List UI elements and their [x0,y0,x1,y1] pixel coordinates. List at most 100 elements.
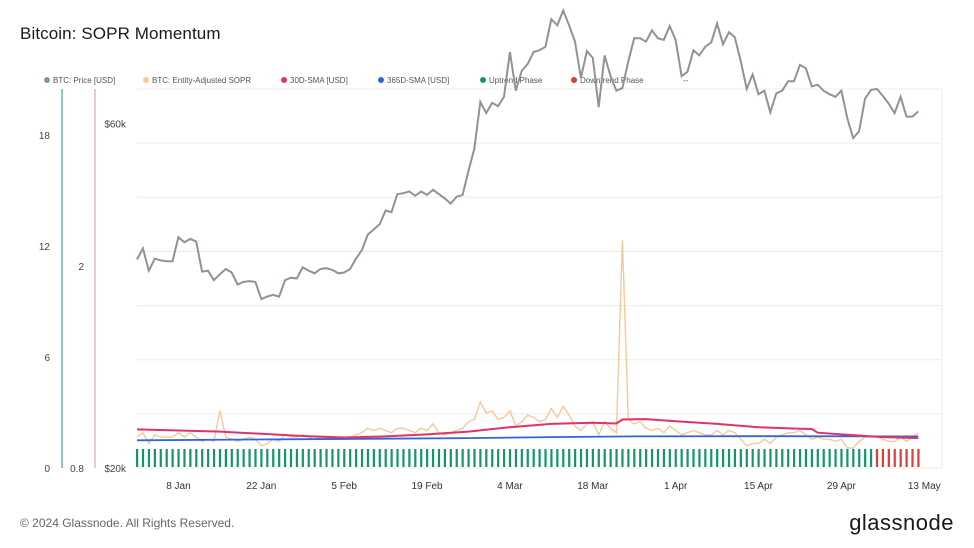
uptrend-bar [254,449,257,467]
downtrend-bar [905,449,908,467]
uptrend-bar [609,449,612,467]
legend-item-sopr[interactable]: BTC: Entity-Adjusted SOPR [143,76,251,85]
uptrend-bar [201,449,204,467]
glassnode-logo: glassnode [849,510,954,535]
legend-marker-downtrend [571,77,577,83]
uptrend-bar [597,449,600,467]
uptrend-bar [467,449,470,467]
legend-item-sma30[interactable]: 30D-SMA [USD] [281,76,348,85]
uptrend-bar [171,449,174,467]
uptrend-bar [248,449,251,467]
uptrend-bar [366,449,370,467]
chart-title: Bitcoin: SOPR Momentum [20,24,221,43]
left-axis-2-tick: 2 [78,262,84,273]
uptrend-bar [141,449,145,467]
left-axis-1-tick: 6 [44,353,50,364]
grid [137,88,943,469]
left-axis-1-tick: 12 [39,242,51,253]
legend-item-uptrend[interactable]: Uptrend Phase [480,76,543,85]
uptrend-bar [396,449,399,467]
uptrend-bar [426,449,429,467]
uptrend-bar [266,449,269,467]
uptrend-bar [739,449,742,467]
legend-marker-sma30 [281,77,287,83]
legend-label-uptrend: Uptrend Phase [489,76,543,85]
uptrend-bar [147,449,151,467]
legend-marker-sma365 [378,77,384,83]
x-axis-tick-label: 22 Jan [246,481,276,492]
price-axis-tick: $60k [104,119,127,130]
uptrend-bar [502,449,506,467]
uptrend-bar [798,449,802,467]
uptrend-bar [834,449,837,467]
uptrend-bar [751,449,754,467]
uptrend-bar [585,449,589,467]
x-axis-tick-label: 4 Mar [497,481,523,492]
uptrend-bar [431,449,435,467]
sma365-line [136,435,919,442]
uptrend-bar [390,449,393,467]
sopr-line [136,239,919,449]
uptrend-bar [408,449,411,467]
uptrend-bar [473,449,476,467]
uptrend-bar [272,449,275,467]
uptrend-bar [189,449,192,467]
uptrend-bar [532,449,535,467]
downtrend-bar [875,449,879,467]
uptrend-bar [461,449,464,467]
uptrend-bar [491,449,494,467]
uptrend-bar [343,449,346,467]
legend: BTC: Price [USD] BTC: Entity-Adjusted SO… [44,76,689,85]
uptrend-bar [615,449,618,467]
legend-label-price: BTC: Price [USD] [53,76,115,85]
uptrend-bar [674,449,677,467]
uptrend-bar [591,449,594,467]
legend-marker-price [44,77,50,83]
uptrend-bar [846,449,849,467]
uptrend-bar [704,449,707,467]
uptrend-bar [485,449,488,467]
uptrend-bar [603,449,606,467]
price-axis-tick: $20k [104,464,127,475]
uptrend-bar [828,449,831,467]
uptrend-bar [858,449,861,467]
uptrend-bar [159,449,162,467]
uptrend-bar [514,449,518,467]
legend-item-price[interactable]: BTC: Price [USD] [44,76,115,85]
uptrend-bar [378,449,381,467]
uptrend-bar [650,449,654,467]
uptrend-bar [852,449,855,467]
uptrend-bar [295,449,299,467]
x-axis-tick-label: 1 Apr [664,481,688,492]
downtrend-bar [881,449,885,467]
uptrend-bar [224,449,227,467]
axes: 0 6 12 18 0.8 2 $20k $60k [39,89,127,475]
uptrend-bar [212,449,216,467]
legend-item-sma365[interactable]: 365D-SMA [USD] [378,76,449,85]
uptrend-bar [455,449,458,467]
uptrend-bar [639,449,642,467]
x-axis-tick-label: 18 Mar [577,481,609,492]
uptrend-bar [544,449,547,467]
downtrend-bar [911,449,914,467]
uptrend-bar [437,449,441,467]
uptrend-bar [479,449,482,467]
uptrend-bar [508,449,512,467]
uptrend-bar [360,449,364,467]
uptrend-bar [307,449,310,467]
uptrend-bar [242,449,245,467]
uptrend-bar [727,449,731,467]
legend-label-sma30: 30D-SMA [USD] [290,76,348,85]
uptrend-bar [331,449,334,467]
uptrend-bar [550,449,553,467]
uptrend-bar [662,449,666,467]
uptrend-bar [793,449,796,467]
uptrend-bar [165,449,168,467]
uptrend-bar [153,449,156,467]
uptrend-bar [656,449,660,467]
uptrend-bar [869,449,873,467]
uptrend-bar [319,449,322,467]
uptrend-bar [278,449,281,467]
uptrend-bar [864,449,867,467]
uptrend-bar [804,449,808,467]
